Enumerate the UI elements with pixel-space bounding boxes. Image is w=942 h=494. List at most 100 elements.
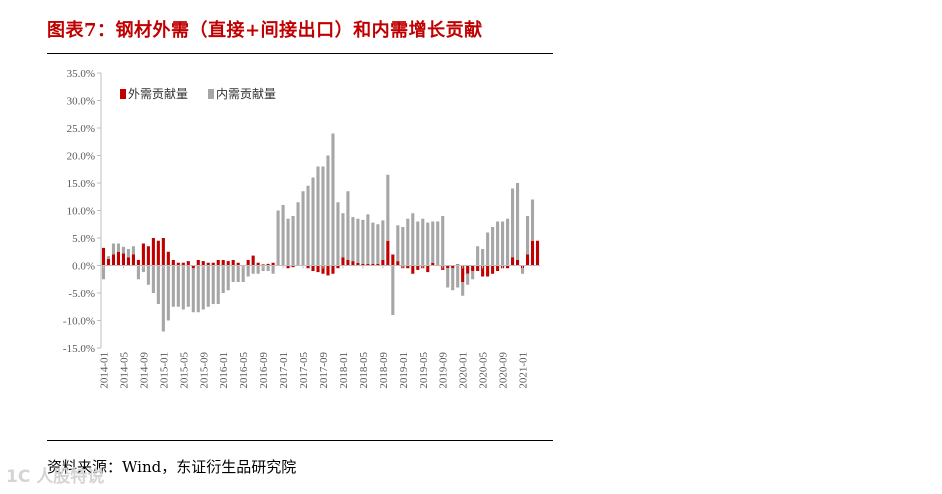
domestic-bar <box>286 218 290 266</box>
domestic-bar <box>321 166 325 266</box>
foreign-bar <box>311 265 315 271</box>
domestic-bar <box>431 221 435 263</box>
domestic-bar <box>511 188 515 258</box>
foreign-bar <box>201 261 205 266</box>
domestic-bar <box>326 155 330 266</box>
foreign-bar <box>416 265 420 270</box>
foreign-bar <box>211 262 215 266</box>
domestic-bar <box>231 265 235 282</box>
domestic-bar <box>126 249 130 258</box>
domestic-bar <box>191 268 195 313</box>
domestic-bar <box>226 265 230 291</box>
foreign-bar <box>535 240 540 266</box>
foreign-bar <box>411 265 415 274</box>
foreign-bar <box>226 261 230 266</box>
domestic-bar <box>491 227 495 266</box>
y-tick-label: 30.0% <box>67 96 95 108</box>
foreign-bar <box>131 254 135 266</box>
x-tick-label: 2018-05 <box>358 352 370 389</box>
foreign-bar <box>126 257 130 266</box>
bottom-rule <box>47 440 553 441</box>
domestic-bar <box>171 265 175 307</box>
domestic-bar <box>306 185 310 266</box>
domestic-bar <box>451 268 455 291</box>
foreign-bar <box>316 265 320 273</box>
domestic-bar <box>166 265 170 321</box>
x-tick-label: 2015-05 <box>178 352 190 389</box>
domestic-bar <box>366 214 370 264</box>
domestic-bar <box>476 246 480 266</box>
domestic-bar <box>530 199 535 241</box>
foreign-bar <box>256 262 260 266</box>
domestic-bar <box>391 265 395 315</box>
domestic-bar <box>361 219 365 264</box>
domestic-bar <box>186 265 190 307</box>
foreign-bar <box>191 265 195 269</box>
foreign-bar <box>446 265 450 269</box>
source-note: 资料来源：Wind，东证衍生品研究院 <box>47 458 297 476</box>
domestic-bar <box>506 218 510 266</box>
foreign-bar <box>151 238 155 266</box>
x-tick-label: 2019-05 <box>418 352 430 389</box>
foreign-bar <box>101 247 106 266</box>
foreign-bar <box>486 265 490 277</box>
foreign-bar <box>176 262 180 266</box>
domestic-bar <box>331 133 335 266</box>
domestic-bar <box>271 265 275 274</box>
domestic-bar <box>266 265 270 271</box>
foreign-bar <box>466 265 470 274</box>
foreign-bar <box>106 258 111 266</box>
foreign-bar <box>426 265 430 273</box>
domestic-bar <box>131 246 135 255</box>
domestic-bar <box>371 222 375 264</box>
domestic-bar <box>441 216 445 266</box>
chart-title: 图表7：钢材外需（直接+间接出口）和内需增长贡献 <box>47 20 483 41</box>
foreign-bar <box>406 265 410 269</box>
domestic-bar <box>136 265 140 280</box>
foreign-bar <box>451 265 455 269</box>
x-tick-label: 2020-01 <box>458 352 470 389</box>
domestic-bar <box>196 265 200 313</box>
domestic-bar <box>525 216 530 255</box>
foreign-bar <box>476 265 480 271</box>
foreign-bar <box>266 263 270 266</box>
legend-swatch-foreign <box>120 89 126 99</box>
foreign-bar <box>525 254 530 266</box>
foreign-bar <box>456 264 460 266</box>
x-tick-label: 2015-09 <box>198 352 210 389</box>
domestic-bar <box>351 217 355 262</box>
foreign-bar <box>146 246 150 266</box>
domestic-bar <box>121 246 125 254</box>
foreign-bar <box>291 265 295 268</box>
domestic-bar <box>251 265 255 274</box>
foreign-bar <box>331 265 335 274</box>
x-tick-label: 2020-05 <box>478 352 490 389</box>
foreign-bar <box>206 262 210 266</box>
foreign-bar <box>136 260 140 266</box>
foreign-bar <box>346 260 350 266</box>
domestic-bar <box>281 205 285 266</box>
foreign-bar <box>271 262 275 266</box>
domestic-bar <box>516 183 520 260</box>
foreign-bar <box>306 265 310 269</box>
domestic-bar <box>436 221 440 266</box>
foreign-bar <box>236 262 240 266</box>
domestic-bar <box>381 220 385 260</box>
x-tick-label: 2014-09 <box>138 352 150 389</box>
foreign-bar <box>506 265 510 269</box>
domestic-bar <box>520 268 525 274</box>
domestic-bar <box>116 243 121 252</box>
foreign-bar <box>336 265 340 269</box>
domestic-bar <box>301 191 305 266</box>
foreign-bar <box>391 254 395 266</box>
y-tick-label: 5.0% <box>72 233 95 245</box>
domestic-bar <box>101 265 106 280</box>
domestic-bar <box>501 221 505 266</box>
foreign-bar <box>196 260 200 266</box>
foreign-bar <box>381 260 385 266</box>
domestic-bar <box>241 265 245 282</box>
domestic-bar <box>446 268 450 288</box>
domestic-bar <box>316 166 320 266</box>
x-tick-label: 2016-09 <box>258 352 270 389</box>
foreign-bar <box>216 260 220 266</box>
